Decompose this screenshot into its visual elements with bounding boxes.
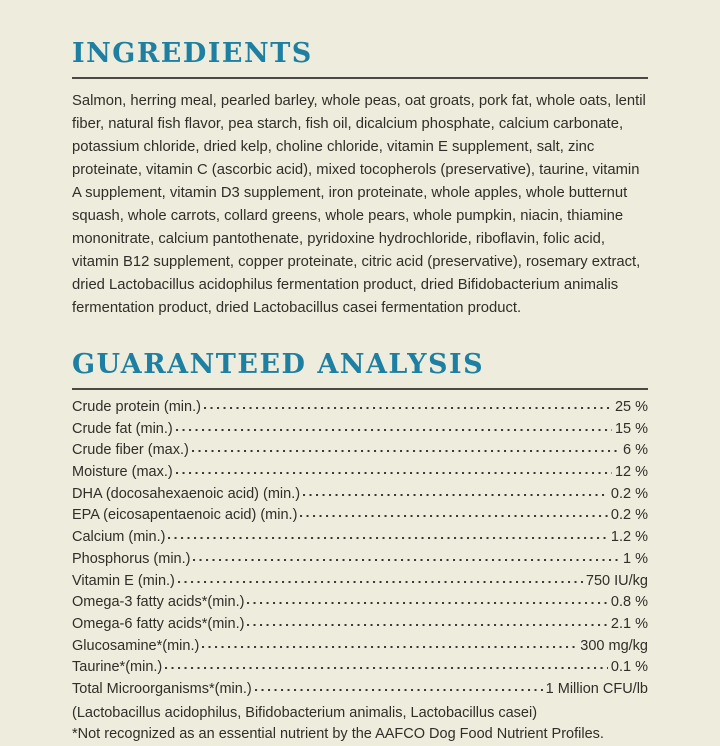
- analysis-row-value: 300 mg/kg: [580, 637, 648, 654]
- ingredients-title: INGREDIENTS: [72, 38, 313, 69]
- leader-dots: [247, 602, 608, 605]
- analysis-row: DHA (docosahexaenoic acid) (min.) 0.2 %: [72, 486, 648, 508]
- leader-dots: [247, 623, 608, 626]
- analysis-row: Crude fiber (max.) 6 %: [72, 442, 648, 464]
- analysis-row-label: EPA (eicosapentaenoic acid) (min.): [72, 507, 298, 524]
- leader-dots: [300, 515, 608, 518]
- leader-dots: [203, 407, 612, 409]
- label-page: INGREDIENTS Salmon, herring meal, pearle…: [72, 40, 648, 742]
- analysis-row-value: 0.8 %: [610, 594, 648, 611]
- analysis-row-label: Total Microorganisms*(min.): [72, 680, 252, 697]
- analysis-row-value: 12 %: [614, 464, 648, 481]
- analysis-table: Crude protein (min.) 25 % Crude fat (min…: [72, 399, 648, 703]
- analysis-row-label: Moisture (max.): [72, 464, 173, 481]
- leader-dots: [254, 688, 543, 691]
- leader-dots: [175, 428, 612, 431]
- analysis-row-value: 25 %: [614, 399, 648, 415]
- aafco-footnote: *Not recognized as an essential nutrient…: [72, 726, 604, 743]
- analysis-row-value: 1.2 %: [610, 529, 648, 546]
- analysis-row-value: 6 %: [623, 442, 648, 459]
- analysis-row-value: 15 %: [614, 420, 648, 437]
- analysis-row-label: Phosphorus (min.): [72, 550, 191, 567]
- ingredients-section: INGREDIENTS Salmon, herring meal, pearle…: [72, 40, 648, 320]
- analysis-row-value: 0.1 %: [610, 659, 648, 676]
- ingredients-divider: [72, 77, 648, 79]
- leader-dots: [168, 537, 608, 540]
- analysis-row: Phosphorus (min.) 1 %: [72, 551, 648, 573]
- leader-dots: [175, 472, 612, 475]
- analysis-row: Taurine*(min.) 0.1 %: [72, 659, 648, 681]
- analysis-row-label: Omega-6 fatty acids*(min.): [72, 615, 245, 632]
- guaranteed-analysis-section: GUARANTEED ANALYSIS Crude protein (min.)…: [72, 351, 648, 746]
- leader-dots: [177, 580, 583, 583]
- analysis-row: Crude protein (min.) 25 %: [72, 399, 648, 421]
- analysis-row-label: Calcium (min.): [72, 529, 166, 546]
- analysis-row-label: Crude fiber (max.): [72, 442, 189, 459]
- analysis-row: Glucosamine*(min.) 300 mg/kg: [72, 638, 648, 660]
- guaranteed-analysis-title: GUARANTEED ANALYSIS: [72, 349, 485, 380]
- microorganisms-note: (Lactobacillus acidophilus, Bifidobacter…: [72, 704, 538, 721]
- leader-dots: [191, 450, 620, 453]
- analysis-row-value: 750 IU/kg: [585, 572, 648, 589]
- analysis-row-label: Glucosamine*(min.): [72, 637, 200, 654]
- analysis-row-label: Taurine*(min.): [72, 659, 163, 676]
- analysis-row-label: Crude fat (min.): [72, 420, 173, 437]
- analysis-row: Total Microorganisms*(min.) 1 Million CF…: [72, 681, 648, 703]
- analysis-row-value: 0.2 %: [610, 507, 648, 524]
- analysis-row-label: DHA (docosahexaenoic acid) (min.): [72, 485, 301, 502]
- analysis-row-value: 1 Million CFU/lb: [545, 680, 648, 697]
- analysis-row: Vitamin E (min.) 750 IU/kg: [72, 573, 648, 595]
- analysis-row: Crude fat (min.) 15 %: [72, 421, 648, 443]
- analysis-row-label: Crude protein (min.): [72, 399, 201, 415]
- analysis-row-label: Omega-3 fatty acids*(min.): [72, 594, 245, 611]
- analysis-row-value: 2.1 %: [610, 615, 648, 632]
- ingredients-text: Salmon, herring meal, pearled barley, wh…: [72, 93, 646, 316]
- analysis-row-label: Vitamin E (min.): [72, 572, 175, 589]
- analysis-row: Omega-3 fatty acids*(min.) 0.8 %: [72, 594, 648, 616]
- leader-dots: [193, 558, 620, 561]
- leader-dots: [165, 667, 608, 670]
- analysis-row: Calcium (min.) 1.2 %: [72, 529, 648, 551]
- guaranteed-analysis-divider: [72, 388, 648, 390]
- analysis-row-value: 0.2 %: [610, 485, 648, 502]
- leader-dots: [303, 493, 608, 496]
- analysis-row-value: 1 %: [623, 550, 648, 567]
- analysis-row: Moisture (max.) 12 %: [72, 464, 648, 486]
- analysis-row: EPA (eicosapentaenoic acid) (min.) 0.2 %: [72, 507, 648, 529]
- analysis-row: Omega-6 fatty acids*(min.) 2.1 %: [72, 616, 648, 638]
- leader-dots: [202, 645, 578, 648]
